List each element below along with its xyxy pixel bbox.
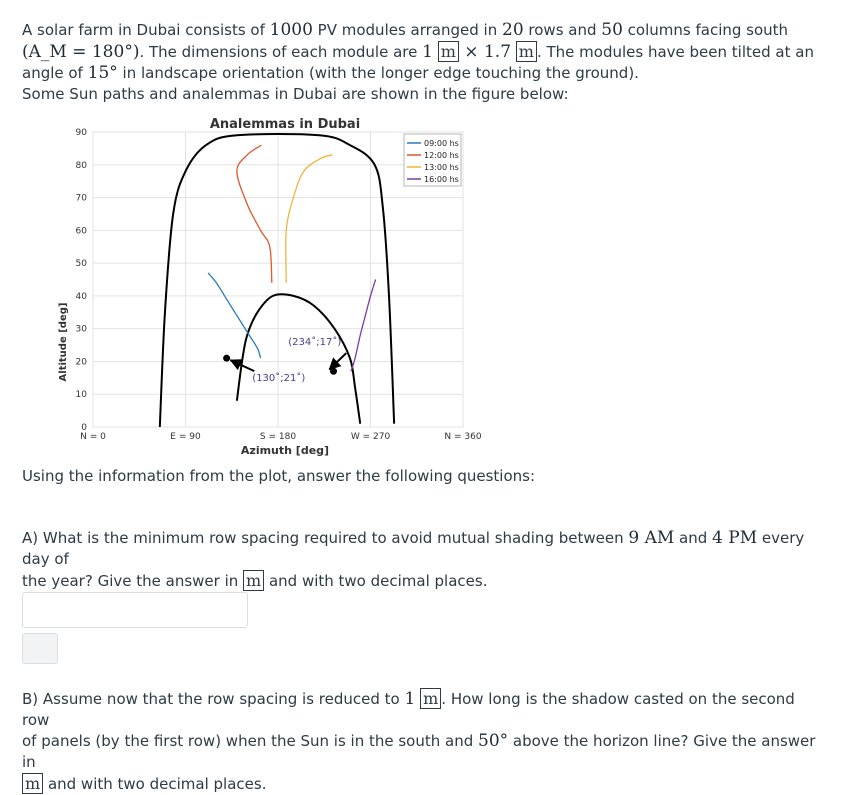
y-tick-label: 0 bbox=[81, 423, 87, 433]
y-tick-label: 50 bbox=[76, 259, 88, 269]
analemma-line bbox=[285, 154, 333, 283]
legend-label: 13:00 hs bbox=[424, 163, 459, 172]
annotation-arrow bbox=[229, 359, 255, 373]
y-tick-label: 40 bbox=[76, 292, 88, 302]
tilt-angle: 15° bbox=[87, 63, 118, 83]
question-b: B) Assume now that the row spacing is re… bbox=[22, 688, 822, 795]
sun-path-line bbox=[158, 133, 396, 428]
y-tick-label: 80 bbox=[76, 161, 88, 171]
question-text: and with two decimal places. bbox=[43, 775, 267, 793]
x-tick-label: N = 360 bbox=[444, 432, 481, 442]
y-tick-label: 30 bbox=[76, 325, 88, 335]
times-sign: × bbox=[458, 42, 484, 62]
y-tick-label: 20 bbox=[76, 357, 88, 367]
module-width: 1 bbox=[422, 42, 433, 62]
intro-text: A solar farm in Dubai consists of bbox=[22, 21, 270, 39]
annotations: (234˚;17˚) (130˚;21˚) bbox=[229, 336, 347, 384]
intro-text: PV modules arranged in bbox=[312, 21, 502, 39]
question-label: B) bbox=[22, 690, 39, 708]
analemma-line bbox=[236, 144, 273, 283]
end-time: 4 PM bbox=[712, 528, 758, 548]
x-tick-label: W = 270 bbox=[351, 432, 391, 442]
unit-meter: m bbox=[22, 773, 44, 794]
chart-title: Analemmas in Dubai bbox=[210, 117, 360, 132]
intro-text: angle of bbox=[22, 64, 88, 82]
question-text: and with two decimal places. bbox=[264, 572, 488, 590]
annotation-arrow bbox=[328, 352, 347, 371]
question-text: the year? Give the answer in bbox=[22, 572, 244, 590]
analemma-line bbox=[350, 279, 377, 372]
y-axis-label: Altitude [deg] bbox=[58, 303, 69, 382]
sun-point bbox=[223, 354, 231, 362]
module-count: 1000 bbox=[269, 20, 313, 40]
legend-label: 09:00 hs bbox=[424, 139, 459, 148]
x-tick-label: S = 180 bbox=[260, 432, 296, 442]
intro-text: Some Sun paths and analemmas in Dubai ar… bbox=[22, 85, 569, 103]
unit-meter: m bbox=[243, 570, 265, 591]
intro-text: . The dimensions of each module are bbox=[139, 43, 423, 61]
module-length: 1.7 bbox=[483, 42, 512, 62]
question-text: Assume now that the row spacing is reduc… bbox=[38, 690, 405, 708]
y-tick-label: 60 bbox=[76, 226, 88, 236]
question-text: of panels (by the first row) when the Su… bbox=[22, 732, 478, 750]
question-text: and bbox=[674, 529, 713, 547]
intro-text: in landscape orientation (with the longe… bbox=[117, 64, 639, 82]
x-axis-label: Azimuth [deg] bbox=[241, 444, 329, 457]
row-spacing: 1 bbox=[404, 689, 416, 709]
legend-label: 12:00 hs bbox=[424, 151, 459, 160]
answer-a-input[interactable] bbox=[22, 592, 248, 628]
intro-text: columns facing south bbox=[622, 21, 789, 39]
unit-meter: m bbox=[515, 41, 537, 62]
x-tick-label: E = 90 bbox=[170, 432, 201, 442]
y-tick-label: 70 bbox=[76, 194, 88, 204]
question-text: . How long is the shadow casted on the s… bbox=[22, 690, 795, 729]
analemma-chart: Analemmas in Dubai Altitude [deg] Azimut… bbox=[58, 117, 482, 457]
column-count: 50 bbox=[601, 20, 623, 40]
question-a: A) What is the minimum row spacing requi… bbox=[22, 528, 822, 592]
analemma-line bbox=[207, 272, 262, 359]
azimuth-math: (A_M = 180°) bbox=[22, 42, 140, 62]
legend-label: 16:00 hs bbox=[424, 175, 459, 184]
question-text: every day of bbox=[22, 529, 805, 568]
chart-legend: 09:00 hs 12:00 hs 13:00 hs 16:00 hs bbox=[403, 133, 462, 187]
question-text: What is the minimum row spacing required… bbox=[38, 529, 629, 547]
question-label: A) bbox=[22, 529, 39, 547]
instruction-text: Using the information from the plot, ans… bbox=[22, 467, 536, 485]
intro-text: . The modules have been tilted at an bbox=[536, 43, 814, 61]
annotation-label: (234˚;17˚) bbox=[288, 336, 341, 348]
sun-altitude: 50° bbox=[478, 731, 509, 751]
intro-text: rows and bbox=[523, 21, 602, 39]
annotation-label: (130˚;21˚) bbox=[252, 372, 305, 384]
chart-grid bbox=[92, 131, 464, 428]
axis-ticks: 0 10 20 30 40 50 60 70 80 90 N = 0 E = 90 S = 180 W =… bbox=[76, 128, 482, 442]
x-tick-label: N = 0 bbox=[80, 432, 106, 442]
unit-meter: m bbox=[437, 41, 459, 62]
start-time: 9 AM bbox=[628, 528, 675, 548]
problem-intro: A solar farm in Dubai consists of 1000 P… bbox=[22, 20, 822, 105]
submit-answer-a-button[interactable] bbox=[22, 633, 58, 664]
unit-meter: m bbox=[420, 688, 442, 709]
y-tick-label: 90 bbox=[76, 128, 88, 138]
analemma-series bbox=[207, 144, 377, 372]
y-tick-label: 10 bbox=[76, 390, 88, 400]
row-count: 20 bbox=[502, 20, 524, 40]
